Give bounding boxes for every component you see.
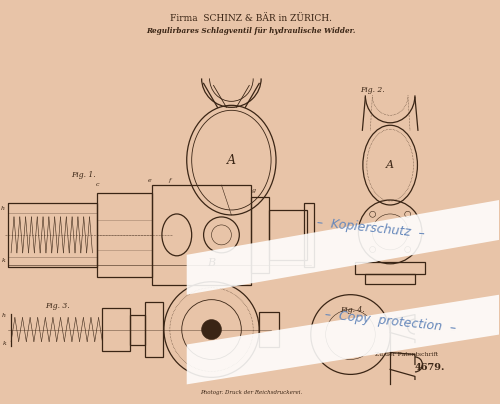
Text: h: h	[1, 206, 5, 211]
Circle shape	[202, 320, 222, 339]
Text: c: c	[96, 182, 99, 187]
Text: Firma  SCHINZ & BÄR in ZÜRICH.: Firma SCHINZ & BÄR in ZÜRICH.	[170, 14, 332, 23]
Bar	[366, 274, 415, 284]
Text: 4679.: 4679.	[414, 363, 444, 372]
Text: Fig. 3.: Fig. 3.	[45, 302, 70, 309]
Bar	[145, 302, 163, 358]
Text: f: f	[168, 178, 171, 183]
Text: A: A	[386, 160, 394, 170]
Text: g: g	[252, 188, 256, 193]
Bar	[304, 203, 314, 267]
Bar	[269, 210, 307, 260]
Text: k: k	[2, 341, 6, 346]
Bar	[130, 315, 145, 345]
Text: –  Copy  protection  –: – Copy protection –	[324, 308, 456, 335]
Text: Photogr. Druck der Reichsdruckerei.: Photogr. Druck der Reichsdruckerei.	[200, 390, 302, 395]
Polygon shape	[186, 200, 500, 295]
Bar	[8, 203, 98, 267]
Text: Fig. 1.: Fig. 1.	[70, 171, 95, 179]
Bar	[251, 197, 269, 273]
Text: k: k	[2, 258, 5, 263]
Bar	[152, 185, 251, 285]
Text: h: h	[2, 313, 6, 318]
Text: –  Kopierschutz  –: – Kopierschutz –	[316, 216, 425, 240]
Polygon shape	[186, 295, 500, 384]
Bar	[102, 307, 130, 351]
Text: Zu der Patentschrift: Zu der Patentschrift	[374, 352, 438, 357]
Text: Fig. 2.: Fig. 2.	[360, 86, 385, 95]
Text: e: e	[148, 178, 152, 183]
Text: Regulirbares Schlagventil für hydraulische Widder.: Regulirbares Schlagventil für hydraulisc…	[146, 27, 356, 35]
Bar	[356, 262, 425, 274]
Text: A: A	[227, 154, 236, 166]
Bar	[98, 193, 152, 277]
Bar	[259, 311, 279, 347]
Text: B: B	[208, 258, 216, 268]
Text: Fig. 4.: Fig. 4.	[340, 306, 365, 314]
